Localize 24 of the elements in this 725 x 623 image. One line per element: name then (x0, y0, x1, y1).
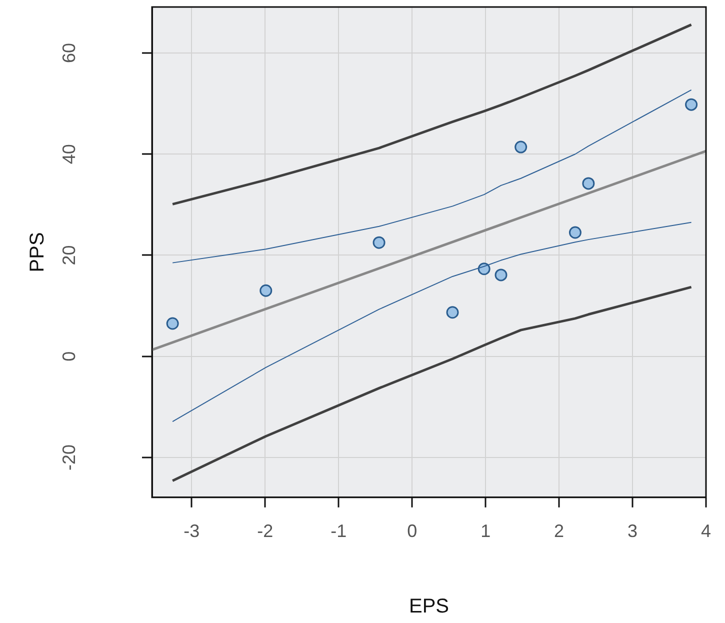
x-axis-title: EPS (408, 596, 450, 618)
point (582, 177, 595, 190)
y-tick-label: 20 (58, 245, 79, 266)
x-tick-label: 4 (700, 521, 711, 542)
x-tick-label: 0 (407, 521, 418, 542)
point (372, 236, 386, 249)
point (685, 98, 698, 111)
y-tick-label: -20 (58, 444, 79, 470)
y-axis-title: PPS (26, 232, 49, 272)
x-tick-label: 3 (628, 521, 638, 542)
point (494, 268, 508, 282)
point (514, 140, 528, 154)
x-tick-label: -3 (184, 521, 200, 542)
x-tick-label: -2 (257, 521, 274, 542)
point (166, 317, 179, 330)
point (568, 226, 582, 239)
point (446, 306, 459, 319)
y-tick-label: 0 (58, 351, 79, 362)
point (260, 284, 272, 297)
x-tick-label: -1 (330, 521, 347, 542)
x-tick-label: 2 (554, 521, 564, 542)
x-tick-label: 1 (480, 521, 491, 542)
y-tick-label: 40 (58, 144, 79, 164)
y-tick-label: 60 (58, 42, 79, 64)
